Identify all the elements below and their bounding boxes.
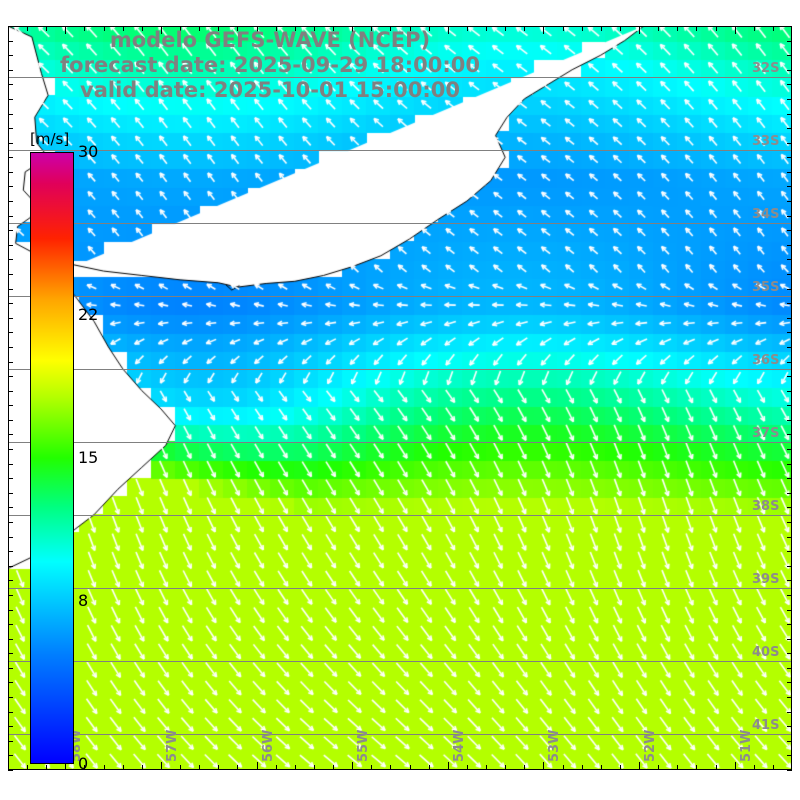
lon-label-53W: 53W [547, 729, 563, 762]
lat-label-35S: 35S [752, 279, 780, 295]
bottom-tick-marks [8, 762, 792, 770]
lon-label-57W: 57W [164, 729, 180, 762]
map-title-block: modelo GEFS-WAVE (NCEP) forecast date: 2… [0, 28, 540, 103]
left-tick-marks [8, 26, 16, 771]
lat-label-36S: 36S [752, 352, 780, 368]
colorbar-gradient [30, 152, 74, 764]
lat-label-38S: 38S [752, 498, 780, 514]
colorbar-tick-8: 8 [78, 590, 89, 610]
lon-label-56W: 56W [260, 729, 276, 762]
title-valid-date-line: valid date: 2025-10-01 15:00:00 [80, 78, 460, 102]
lon-label-54W: 54W [451, 729, 467, 762]
map-canvas [8, 26, 792, 770]
colorbar-tick-0: 0 [78, 754, 89, 773]
top-tick-marks [8, 26, 792, 34]
lon-label-51W: 51W [738, 729, 754, 762]
lat-label-41S: 41S [752, 717, 780, 733]
colorbar-tick-15: 15 [78, 448, 99, 467]
title-forecast-date-line: forecast date: 2025-09-29 18:00:00 [60, 53, 480, 77]
colorbar-tick-22: 22 [78, 305, 99, 325]
lat-label-34S: 34S [752, 206, 780, 222]
lat-label-37S: 37S [752, 425, 780, 441]
wind-field-raster [8, 26, 792, 770]
lat-label-40S: 40S [752, 644, 780, 660]
lat-label-32S: 32S [752, 61, 780, 77]
lat-label-39S: 39S [752, 571, 780, 587]
map-plot-area[interactable] [8, 26, 792, 770]
colorbar[interactable] [30, 152, 74, 764]
title-model-line: modelo GEFS-WAVE (NCEP) [109, 28, 431, 52]
colorbar-tick-30: 30 [78, 142, 99, 161]
right-tick-marks [784, 26, 792, 771]
lon-label-55W: 55W [356, 729, 372, 762]
colorbar-unit-label: [m/s] [30, 130, 70, 148]
lat-label-33S: 33S [752, 134, 780, 149]
lon-label-52W: 52W [643, 729, 659, 762]
